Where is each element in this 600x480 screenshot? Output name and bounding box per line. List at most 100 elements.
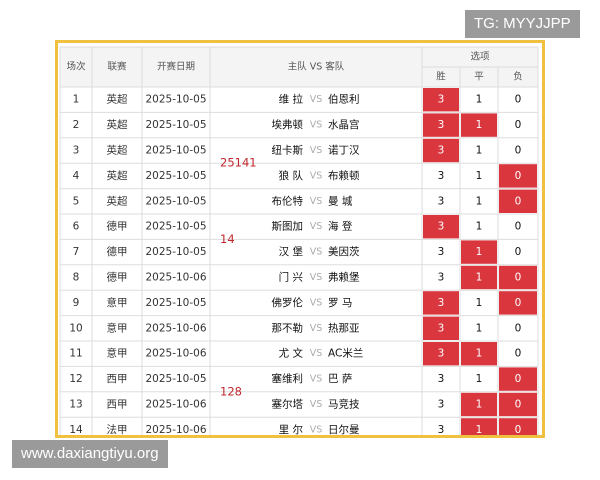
league: 德甲	[107, 271, 128, 284]
away-team: 水晶宫	[328, 118, 360, 131]
date: 2025-10-06	[145, 272, 206, 284]
date: 2025-10-06	[145, 348, 206, 360]
home-team: 门 兴	[279, 271, 303, 284]
date: 2025-10-06	[145, 399, 206, 411]
league: 西甲	[107, 373, 128, 385]
result: 3	[438, 348, 445, 360]
result: 0	[515, 119, 522, 131]
league: 德甲	[107, 220, 128, 233]
highlight-cell	[423, 113, 459, 137]
home-team: 维 拉	[279, 93, 304, 106]
date: 2025-10-05	[145, 145, 206, 157]
result: 3	[438, 119, 445, 131]
highlight-cell	[423, 215, 459, 239]
result: 3	[438, 399, 445, 411]
date: 2025-10-05	[145, 94, 206, 106]
result: 0	[515, 297, 522, 309]
result: 0	[515, 221, 522, 233]
league: 英超	[107, 93, 128, 106]
row-no: 9	[73, 297, 80, 309]
vs: VS	[310, 399, 323, 410]
column-header: 联赛	[107, 61, 127, 73]
away-team: AC米兰	[328, 347, 363, 360]
result: 3	[438, 221, 445, 233]
result: 1	[476, 348, 483, 360]
result: 0	[515, 399, 522, 411]
vs: VS	[310, 94, 323, 105]
result: 1	[476, 145, 483, 157]
vs: VS	[310, 323, 323, 334]
option-header: 负	[513, 71, 523, 83]
result: 3	[438, 424, 445, 436]
option-header: 胜	[436, 72, 446, 83]
result: 0	[515, 348, 522, 360]
highlight-cell	[461, 392, 497, 417]
away-team: 巴 萨	[328, 373, 352, 385]
league: 意甲	[107, 321, 128, 334]
result: 3	[438, 322, 445, 334]
result: 1	[476, 195, 483, 207]
result: 3	[438, 297, 445, 309]
away-team: 马竞技	[328, 398, 360, 411]
highlight-cell	[461, 418, 497, 435]
highlight-cell	[461, 240, 497, 264]
result: 0	[515, 145, 522, 157]
highlight-cell	[423, 316, 459, 340]
result: 1	[476, 246, 483, 258]
row-no: 13	[69, 399, 82, 411]
date: 2025-10-05	[145, 170, 206, 182]
league: 英超	[107, 194, 128, 207]
annotation: 25141	[220, 156, 257, 170]
vs: VS	[310, 221, 323, 232]
result: 1	[476, 424, 483, 436]
highlight-cell	[461, 113, 497, 137]
result: 3	[438, 170, 445, 182]
highlight-cell	[499, 164, 537, 188]
result: 0	[515, 94, 522, 106]
column-header: 开赛日期	[157, 61, 195, 73]
result: 1	[476, 119, 483, 131]
highlight-cell	[461, 342, 497, 366]
row-no: 6	[73, 221, 80, 233]
vs: VS	[310, 348, 323, 359]
row-no: 8	[73, 272, 80, 284]
away-team: 曼 城	[328, 195, 353, 207]
result: 0	[515, 272, 522, 284]
date: 2025-10-05	[145, 246, 206, 258]
date: 2025-10-05	[145, 297, 206, 309]
home-team: 里 尔	[279, 423, 303, 436]
highlight-cell	[423, 88, 459, 112]
row-no: 5	[73, 195, 80, 207]
vs: VS	[310, 170, 323, 181]
away-team: 海 登	[328, 220, 353, 233]
date: 2025-10-06	[145, 424, 206, 436]
option-header: 平	[474, 72, 484, 83]
vs: VS	[310, 424, 323, 435]
row-no: 11	[69, 348, 82, 360]
vs: VS	[310, 196, 323, 207]
home-team: 埃弗顿	[272, 118, 304, 131]
away-team: 伯恩利	[328, 93, 360, 106]
annotation: 14	[220, 232, 235, 246]
row-no: 2	[73, 119, 80, 131]
league: 西甲	[107, 399, 128, 411]
row-no: 10	[69, 322, 82, 334]
away-team: 罗 马	[328, 297, 352, 309]
league: 英超	[107, 144, 128, 157]
highlight-cell	[499, 189, 537, 213]
home-team: 斯图加	[272, 220, 304, 233]
away-team: 布赖顿	[328, 169, 360, 182]
result: 1	[476, 94, 483, 106]
result: 3	[438, 94, 445, 106]
league: 意甲	[107, 296, 128, 309]
result: 3	[438, 246, 445, 258]
league: 法甲	[107, 423, 128, 436]
row-no: 7	[73, 246, 80, 258]
highlight-cell	[423, 342, 459, 366]
vs: VS	[310, 272, 323, 283]
date: 2025-10-05	[145, 119, 206, 131]
result: 1	[476, 373, 483, 385]
result: 1	[476, 322, 483, 334]
watermark-bottom: www.daxiangtiyu.org	[12, 440, 168, 468]
annotation: 128	[220, 384, 242, 398]
